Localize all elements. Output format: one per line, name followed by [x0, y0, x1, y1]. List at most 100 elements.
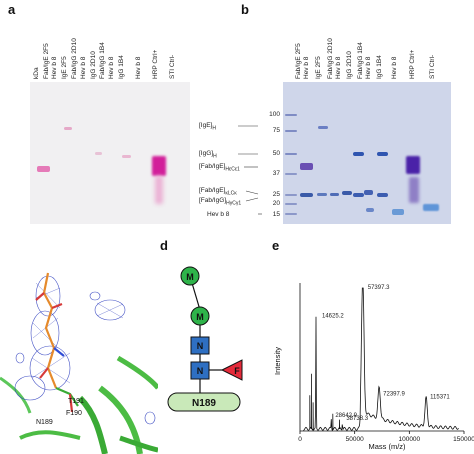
gel-band: [285, 114, 297, 116]
residue-label: T191: [68, 398, 84, 405]
peak-label: 14625.2: [322, 313, 344, 319]
lane-label: IgG 2D10: [90, 51, 97, 79]
x-tick-label: 150000: [453, 436, 474, 443]
annotation-fab-igg-light: [Fab/IgG]HγCγ1: [199, 197, 242, 207]
gel-band: [366, 208, 374, 212]
marker-label: 100: [269, 111, 280, 118]
gel-band: [285, 213, 297, 215]
lane-label: Hev b 8: [51, 56, 58, 79]
gel-band: [95, 152, 102, 155]
gel-band: [122, 155, 131, 158]
gel-band: [64, 127, 72, 130]
lane-label: Hev b 8: [108, 56, 115, 79]
mass-spectrum-chart: 0 50000 100000 150000 14625.2 28642.938738.3…: [273, 283, 474, 451]
lane-label: Fab/IgE 2F5: [43, 43, 50, 79]
annotation-fab-ige-heavy: [Fab/IgE]HεCε1: [199, 163, 240, 173]
lane-label: Fab/IgG 1B4: [357, 42, 364, 79]
gel-band: [377, 193, 388, 197]
lane-label: STI Ctrl-: [429, 54, 436, 79]
gel-band: [342, 191, 352, 195]
svg-text:F: F: [234, 366, 240, 376]
gel-band: [392, 209, 404, 215]
annotation-arrows: [238, 125, 262, 215]
lane-label: IgE 2F5: [315, 56, 322, 79]
gel-a: [30, 82, 190, 224]
gel-band: [423, 204, 439, 211]
annotation-ige-heavy: [IgE]H: [199, 122, 216, 132]
glcnac-node: [190, 336, 210, 355]
gel-band: [353, 193, 364, 197]
annotation-igg-heavy: [IgG]H: [199, 150, 217, 160]
marker-label: 15: [272, 211, 280, 218]
gel-band: [37, 166, 50, 172]
lane-label: kDa: [33, 67, 40, 79]
axis-lines: [299, 283, 464, 432]
gel-band: [285, 130, 297, 132]
gel-band: [285, 203, 297, 205]
mannose-node: [190, 306, 210, 326]
marker-label: 37: [272, 170, 280, 177]
x-tick-label: 50000: [346, 436, 364, 443]
spectrum-series-line: [303, 287, 459, 432]
glcnac-node: [190, 361, 210, 380]
peak-label: 28642.9: [335, 413, 357, 419]
gel-band: [330, 193, 339, 196]
residue-label: N189: [36, 419, 53, 426]
lane-label: Fab/IgG 1B4: [99, 42, 106, 79]
lane-label: Hev b 8: [80, 56, 87, 79]
gel-band: [317, 193, 327, 196]
gel-band: [364, 190, 373, 195]
lane-label: IgG 2D10: [346, 51, 353, 79]
panel-label-d: d: [160, 238, 168, 253]
marker-label: 25: [272, 191, 280, 198]
lane-label: IgG 1B4: [376, 55, 383, 79]
gel-band: [155, 176, 163, 204]
svg-text:M: M: [186, 272, 194, 282]
lane-label: Hev b 8: [335, 56, 342, 79]
lane-label: IgG 1B4: [118, 55, 125, 79]
x-tick-label: 0: [298, 436, 302, 443]
gel-b: [283, 82, 451, 224]
svg-text:N: N: [197, 366, 204, 376]
panel-label-a: a: [8, 2, 16, 17]
gel-band: [406, 156, 420, 174]
gel-band: [152, 156, 166, 176]
gel-band: [285, 194, 297, 196]
gel-band: [285, 173, 297, 175]
y-axis-label: Intensity: [273, 347, 282, 375]
gel-band: [353, 152, 364, 156]
gel-band: [300, 163, 313, 170]
fucose-node: [220, 359, 243, 381]
peak-label: 72397.9: [383, 392, 405, 398]
x-tick-label: 100000: [398, 436, 420, 443]
gel-band: [285, 153, 297, 155]
svg-text:N: N: [197, 341, 204, 351]
peak-label: 115371: [430, 394, 450, 400]
svg-text:M: M: [196, 312, 204, 322]
peak-label: 38738.3: [346, 416, 368, 422]
gel-band: [409, 177, 419, 203]
mannose-node: [180, 266, 200, 286]
annotation-hev-b-8: Hev b 8: [207, 211, 230, 218]
asparagine-base: [167, 392, 241, 412]
marker-label: 50: [272, 150, 280, 157]
lane-label: STI Ctrl-: [169, 54, 176, 79]
lane-label: HRP Ctrl+: [152, 49, 159, 79]
lane-label: Hev b 8: [303, 56, 310, 79]
gel-band: [318, 126, 328, 129]
marker-label: 75: [272, 127, 280, 134]
electron-density-map: T191 F190 N189: [0, 238, 158, 454]
lane-label: Fab/IgE 2F5: [295, 43, 302, 79]
lane-label: IgE 2F5: [61, 56, 68, 79]
annotation-fab-ige-light: [Fab/IgE]κLCκ: [199, 187, 237, 197]
lane-label: HRP Ctrl+: [409, 49, 416, 79]
svg-text:N189: N189: [192, 398, 216, 409]
residue-label: F190: [66, 410, 82, 417]
gel-band: [300, 193, 313, 197]
x-axis-label: Mass (m/z): [368, 442, 406, 451]
lane-label: Hev b 8: [391, 56, 398, 79]
lane-label: Hev b 8: [135, 56, 142, 79]
glycan-diagram: M M N N F N189: [167, 266, 243, 412]
lane-label: Fab/IgG 2D10: [71, 38, 78, 79]
peak-label: 57397.3: [368, 285, 390, 291]
